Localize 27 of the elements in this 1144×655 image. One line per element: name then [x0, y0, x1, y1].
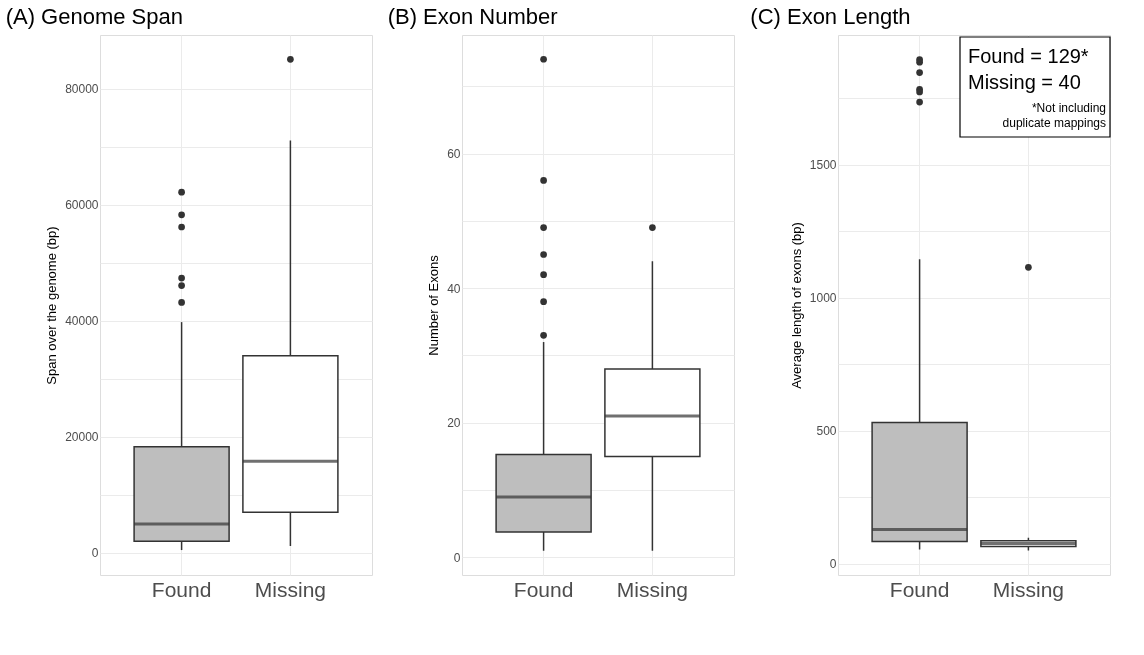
- y-tick-label: 0: [829, 557, 837, 572]
- y-tick-label: 1500: [809, 158, 837, 173]
- y-tick-label: 0: [91, 546, 99, 561]
- y-tick-label: 1000: [809, 291, 837, 306]
- x-tick-label: Missing: [616, 577, 688, 601]
- y-tick-label: 40000: [65, 314, 99, 329]
- x-tick-label: Found: [151, 577, 212, 601]
- x-tick-label: Missing: [254, 577, 326, 601]
- y-axis-title: Span over the genome (bp): [44, 226, 60, 385]
- y-axis-title: Average length of exons (bp): [788, 222, 804, 389]
- y-axis-title: Number of Exons: [426, 254, 442, 356]
- y-tick-label: 80000: [65, 82, 99, 97]
- annotation: *Not including duplicate mappings: [1002, 101, 1106, 130]
- annotation: Found = 129* Missing = 40: [968, 45, 1089, 93]
- chart-title: (C) Exon Length: [750, 4, 911, 29]
- x-tick-label: Found: [889, 577, 950, 601]
- chart-title: (A) Genome Span: [5, 4, 183, 29]
- y-tick-label: 0: [453, 550, 461, 565]
- y-tick-label: 500: [816, 424, 837, 439]
- y-tick-label: 40: [447, 281, 461, 296]
- y-tick-label: 60: [447, 147, 461, 161]
- y-tick-label: 20000: [65, 430, 99, 445]
- chart-title: (B) Exon Number: [387, 4, 558, 29]
- x-tick-label: Missing: [992, 577, 1064, 601]
- y-tick-label: 20: [447, 416, 461, 431]
- y-tick-label: 60000: [65, 198, 99, 213]
- x-tick-label: Found: [513, 577, 574, 601]
